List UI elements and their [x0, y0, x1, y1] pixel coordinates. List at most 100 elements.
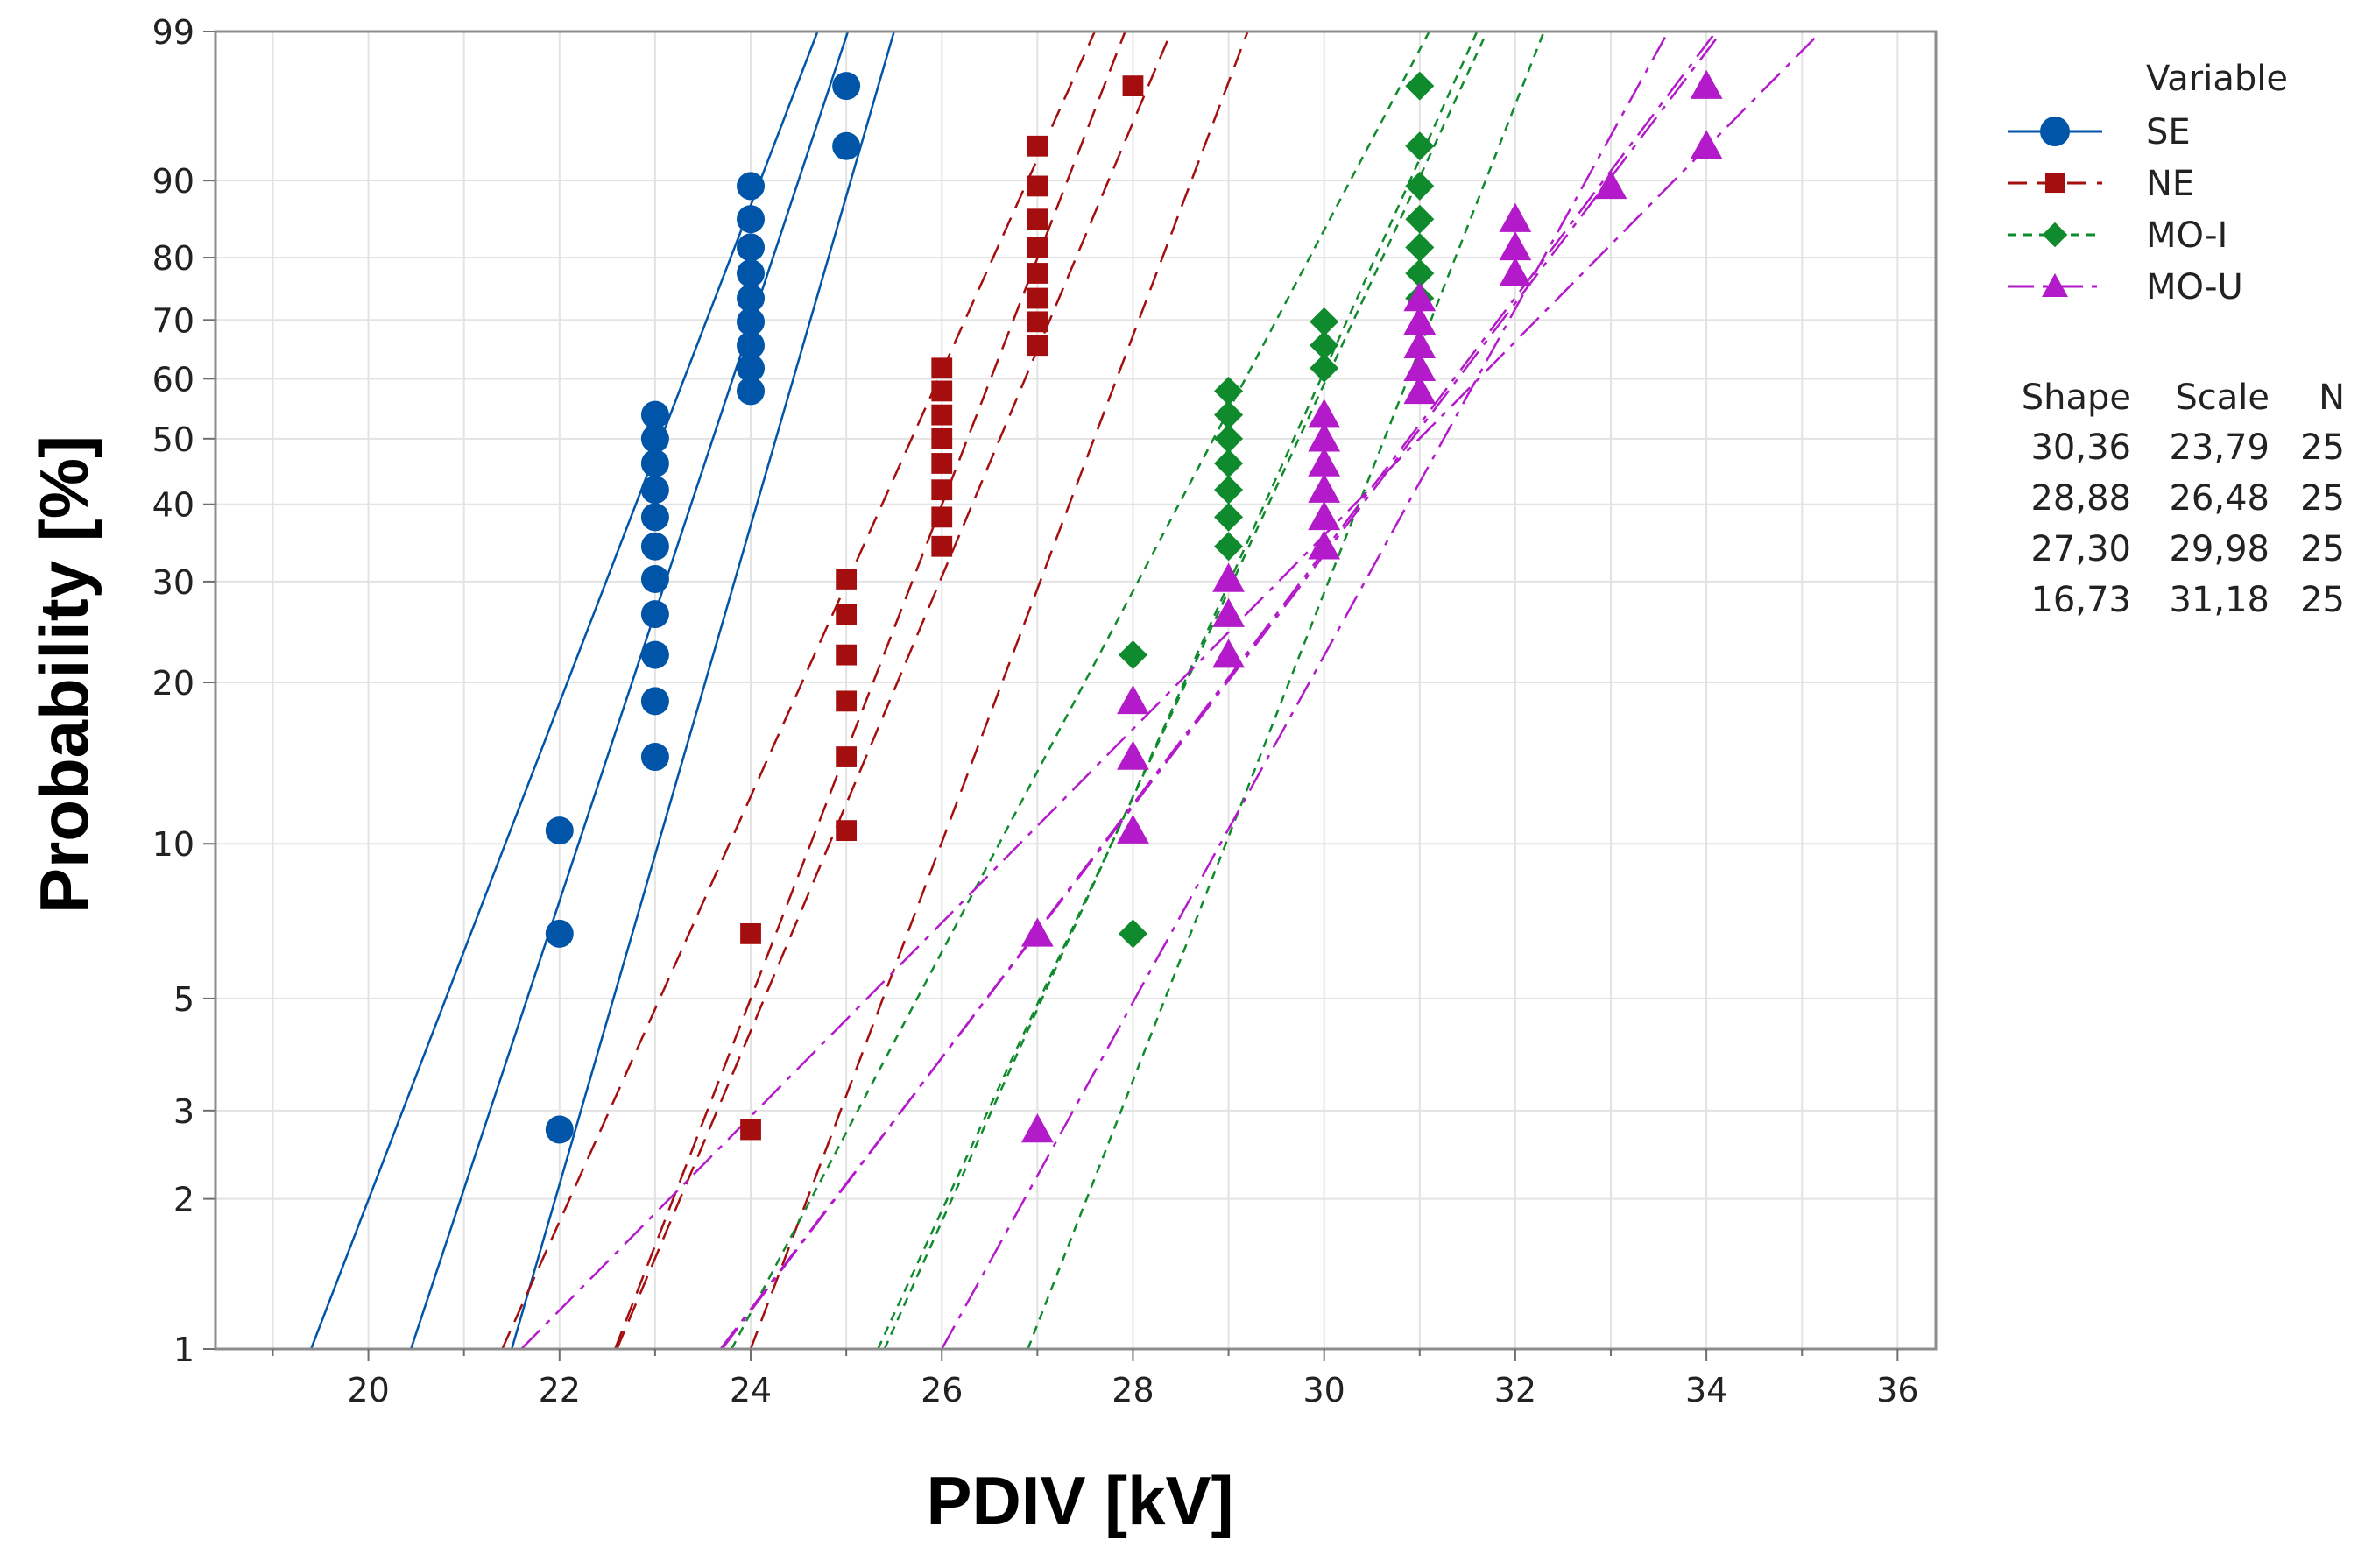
- fit-line-mo-u: [719, 32, 1723, 1349]
- data-point-ne: [836, 569, 858, 590]
- data-point-se: [640, 400, 669, 429]
- data-point-mo-u: [1499, 202, 1532, 232]
- data-point-se: [737, 172, 766, 201]
- ci-line-ne: [616, 32, 1173, 1349]
- data-point-se: [640, 424, 669, 453]
- y-tick-label: 2: [173, 1181, 194, 1219]
- stats-cell: 28,88: [2030, 478, 2131, 519]
- data-point-mo-i: [1405, 232, 1435, 262]
- data-point-se: [545, 919, 574, 948]
- y-tick-label: 70: [152, 301, 194, 340]
- data-point-mo-u: [1308, 473, 1341, 503]
- data-point-ne: [740, 1119, 761, 1141]
- fit-lines: [309, 32, 1822, 1349]
- axes: 20 22 24 26 28 30 32 34 36 1 2 3 5 10 20 30 40 50 60 70 80 90…: [152, 13, 1919, 1409]
- y-axis-title: Probability [%]: [25, 435, 102, 914]
- stats-cell: 31,18: [2169, 580, 2270, 620]
- y-tick-label: 80: [152, 239, 194, 278]
- y-tick-label: 5: [173, 980, 194, 1019]
- stats-cell: 26,48: [2169, 478, 2270, 519]
- data-point-ne: [931, 506, 953, 528]
- x-tick-label: 30: [1303, 1371, 1345, 1409]
- y-tick-label: 99: [152, 13, 194, 52]
- data-point-mo-i: [1310, 330, 1339, 360]
- x-tick-label: 32: [1494, 1371, 1536, 1409]
- data-point-se: [640, 687, 669, 716]
- y-tick-label: 60: [152, 360, 194, 399]
- data-point-se: [737, 377, 766, 406]
- data-point-se: [545, 1115, 574, 1144]
- y-tick-label: 20: [152, 664, 194, 703]
- x-tick-label: 34: [1685, 1371, 1727, 1409]
- x-tick-label: 28: [1112, 1371, 1154, 1409]
- data-point-mo-u: [1308, 500, 1341, 531]
- legend-marker-mo-u: [2042, 273, 2068, 297]
- data-point-mo-u: [1690, 69, 1723, 99]
- data-point-ne: [1027, 287, 1048, 309]
- data-point-se: [737, 233, 766, 262]
- data-point-mo-i: [1214, 400, 1244, 430]
- x-tick-label: 36: [1876, 1371, 1918, 1409]
- data-point-mo-i: [1214, 502, 1244, 532]
- data-point-se: [640, 600, 669, 629]
- data-point-mo-u: [1117, 814, 1149, 844]
- plot-frame: [214, 30, 1938, 1351]
- data-point-ne: [1027, 335, 1048, 357]
- ci-line-mo-u: [941, 32, 1670, 1349]
- data-point-mo-i: [1214, 376, 1244, 406]
- data-point-ne: [931, 453, 953, 474]
- data-point-mo-i: [1405, 71, 1435, 101]
- data-point-se: [737, 284, 766, 313]
- data-point-mo-u: [1212, 597, 1245, 627]
- data-point-mo-u: [1117, 684, 1149, 715]
- data-point-se: [737, 331, 766, 360]
- data-point-se: [640, 449, 669, 477]
- data-point-ne: [931, 404, 953, 426]
- data-point-se: [640, 640, 669, 669]
- stats-cell: 25: [2300, 427, 2345, 468]
- stats-cell: 30,36: [2030, 427, 2131, 468]
- data-point-mo-u: [1499, 231, 1532, 261]
- data-point-mo-i: [1214, 532, 1244, 562]
- stats-cell: 23,79: [2169, 427, 2270, 468]
- data-point-ne: [1027, 208, 1048, 230]
- data-point-ne: [836, 690, 858, 712]
- ci-line-mo-u: [520, 32, 1822, 1349]
- data-point-mo-u: [1403, 282, 1437, 312]
- stats-header: Shape: [2022, 378, 2131, 418]
- y-tick-label: 1: [173, 1331, 194, 1369]
- data-point-mo-u: [1117, 740, 1149, 770]
- data-point-mo-u: [1212, 639, 1245, 668]
- y-tick-label: 10: [152, 825, 194, 864]
- data-point-ne: [836, 644, 858, 666]
- data-point-mo-u: [1594, 170, 1627, 200]
- legend: Variable SE NE MO-I MO-U: [2008, 59, 2288, 307]
- data-point-mo-i: [1118, 919, 1147, 949]
- data-point-se: [640, 743, 669, 772]
- data-point-se: [737, 307, 766, 336]
- y-tick-label: 90: [152, 162, 194, 201]
- legend-marker-ne: [2044, 173, 2065, 194]
- data-point-mo-i: [1310, 353, 1339, 383]
- data-point-ne: [1027, 237, 1048, 258]
- x-axis-title: PDIV [kV]: [926, 1462, 1233, 1539]
- fit-line-mo-i: [877, 32, 1488, 1349]
- stats-header: N: [2319, 378, 2345, 418]
- data-points: [545, 69, 1723, 1144]
- stats-cell: 25: [2300, 478, 2345, 519]
- stats-cell: 27,30: [2030, 529, 2131, 569]
- data-point-ne: [1027, 135, 1048, 157]
- data-point-mo-u: [1403, 305, 1437, 335]
- ci-line-mo-i: [731, 32, 1430, 1349]
- data-point-se: [545, 816, 574, 845]
- data-point-mo-u: [1020, 917, 1054, 947]
- ci-line-se: [309, 32, 819, 1349]
- data-point-ne: [740, 922, 761, 944]
- legend-title: Variable: [2146, 59, 2288, 99]
- data-point-se: [832, 131, 861, 160]
- data-point-mo-u: [1499, 257, 1532, 286]
- ci-line-ne: [749, 32, 1249, 1349]
- data-point-se: [737, 354, 766, 383]
